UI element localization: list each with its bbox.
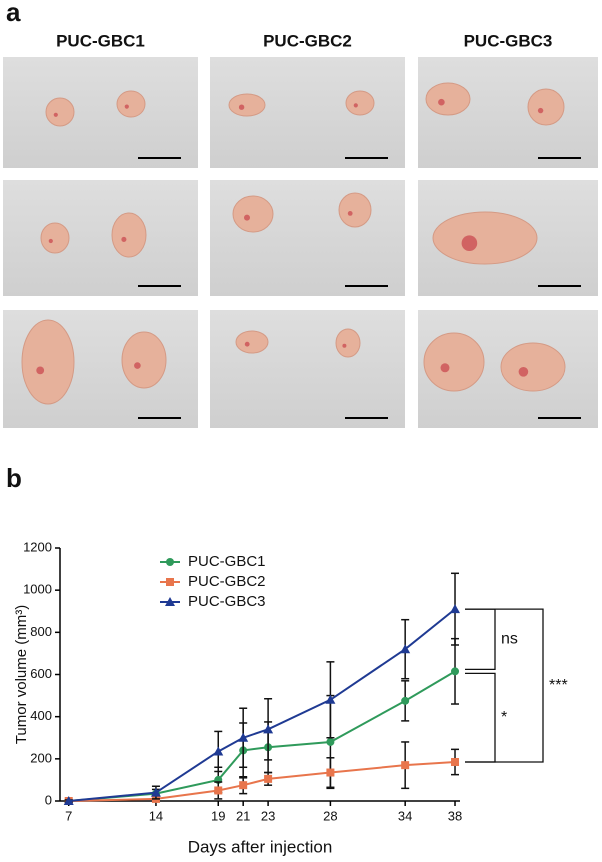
- photo: [210, 310, 405, 428]
- y-tick-label: 800: [30, 624, 52, 639]
- tissue-spot: [238, 104, 245, 110]
- y-tick-label: 0: [45, 792, 52, 807]
- x-tick-label: 23: [261, 808, 275, 823]
- y-axis-label: Tumor volume (mm³): [13, 605, 30, 744]
- tissue: [432, 211, 538, 265]
- point: [401, 696, 410, 705]
- panel-label: a: [6, 0, 21, 27]
- tissue: [40, 222, 70, 254]
- y-tick-label: 1000: [23, 582, 52, 597]
- tissue: [500, 342, 566, 392]
- x-tick-label: 7: [65, 808, 72, 823]
- x-tick-label: 28: [323, 808, 337, 823]
- column-title: PUC-GBC3: [464, 31, 553, 50]
- point: [326, 768, 335, 777]
- x-tick-label: 21: [236, 808, 250, 823]
- point: [264, 774, 273, 783]
- y-tick-label: 200: [30, 750, 52, 765]
- tissue: [235, 330, 269, 354]
- tissue: [527, 88, 565, 126]
- tissue: [228, 93, 266, 117]
- tissue-spot: [518, 367, 529, 377]
- tissue: [335, 328, 361, 358]
- column-title: PUC-GBC2: [263, 31, 352, 50]
- x-tick-label: 14: [149, 808, 163, 823]
- tissue: [425, 82, 471, 116]
- legend-marker: [166, 578, 174, 586]
- tissue-spot: [353, 103, 358, 108]
- legend-label: PUC-GBC3: [188, 593, 266, 610]
- significance-label: ***: [549, 677, 568, 694]
- legend-label: PUC-GBC1: [188, 553, 266, 570]
- point: [263, 724, 274, 734]
- significance-label: ns: [501, 630, 518, 647]
- tissue: [232, 195, 274, 233]
- tissue-spot: [134, 362, 141, 369]
- tissue-spot: [342, 343, 347, 348]
- tissue: [111, 212, 147, 258]
- tissue: [21, 319, 75, 405]
- x-tick-label: 19: [211, 808, 225, 823]
- tissue-spot: [461, 235, 478, 251]
- tissue-spot: [244, 214, 250, 221]
- x-tick-label: 38: [448, 808, 462, 823]
- tissue-spot: [440, 363, 450, 373]
- legend-label: PUC-GBC2: [188, 573, 266, 590]
- significance-label: *: [501, 709, 507, 726]
- x-axis-label: Days after injection: [188, 837, 333, 856]
- tissue-spot: [244, 341, 250, 347]
- tissue-spot: [124, 104, 129, 109]
- column-title: PUC-GBC1: [56, 31, 145, 50]
- tissue-spot: [537, 107, 544, 114]
- y-tick-label: 1200: [23, 539, 52, 554]
- point: [401, 761, 410, 770]
- series-line: [68, 670, 456, 802]
- tissue: [345, 90, 375, 116]
- point: [150, 787, 161, 797]
- point: [451, 757, 460, 766]
- point: [214, 786, 223, 795]
- photo: [3, 57, 198, 168]
- legend-marker: [165, 597, 175, 606]
- y-tick-label: 400: [30, 708, 52, 723]
- x-tick-label: 34: [398, 808, 412, 823]
- point: [239, 781, 248, 790]
- point: [213, 746, 224, 756]
- legend-marker: [166, 558, 174, 566]
- series-line: [68, 760, 456, 802]
- tissue: [423, 332, 485, 392]
- point: [63, 796, 74, 805]
- tissue-spot: [347, 211, 353, 216]
- point: [238, 732, 249, 742]
- point: [400, 644, 411, 654]
- y-tick-label: 600: [30, 666, 52, 681]
- point: [326, 737, 335, 746]
- bracket: [465, 672, 496, 763]
- photo: [3, 180, 198, 296]
- tissue: [121, 331, 167, 389]
- tissue-spot: [36, 366, 45, 375]
- tissue-spot: [121, 236, 127, 242]
- tissue: [116, 90, 146, 118]
- series-line: [68, 608, 456, 802]
- point: [325, 694, 336, 704]
- tissue: [338, 192, 372, 228]
- tissue-spot: [53, 112, 58, 117]
- point: [451, 667, 460, 676]
- photo: [210, 180, 405, 296]
- bracket: [465, 608, 544, 763]
- tissue-spot: [48, 238, 53, 244]
- panel-label: b: [6, 463, 22, 493]
- point: [450, 604, 461, 614]
- bracket: [465, 608, 496, 670]
- tissue-spot: [438, 98, 445, 106]
- tissue: [45, 97, 75, 127]
